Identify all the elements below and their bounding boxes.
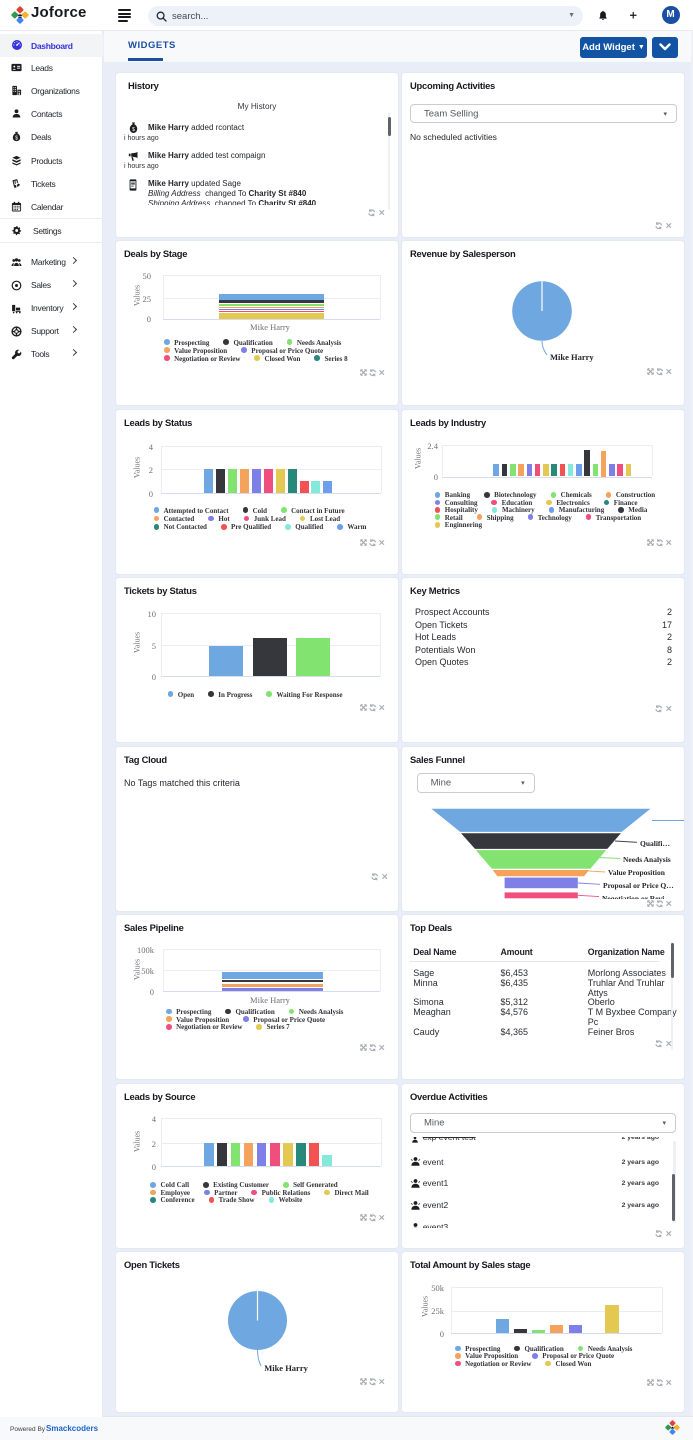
svg-text:$: $ — [15, 135, 18, 141]
svg-text:$: $ — [132, 127, 135, 133]
